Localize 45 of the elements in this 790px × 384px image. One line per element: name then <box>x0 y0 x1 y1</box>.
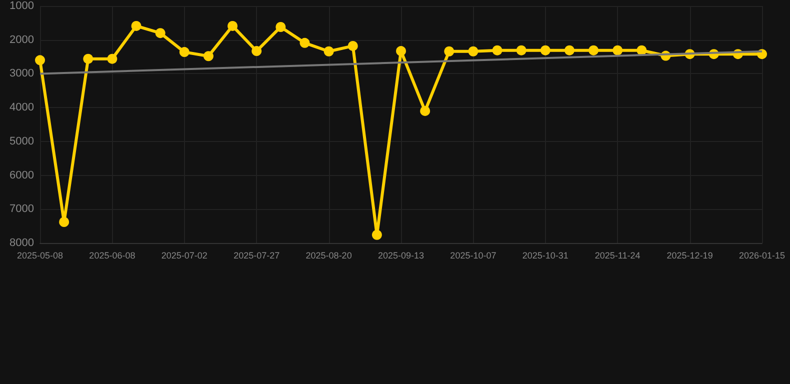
y-tick-label: 4000 <box>10 102 34 114</box>
x-tick-label: 2026-01-15 <box>738 250 786 260</box>
x-tick-label: 2025-07-27 <box>234 250 280 260</box>
x-tick-label: 2025-05-08 <box>16 250 64 260</box>
point <box>228 20 238 31</box>
point <box>372 230 382 240</box>
point <box>324 46 334 56</box>
y-tick-label: 2000 <box>10 34 34 46</box>
point <box>588 45 599 56</box>
y-tick-label: 1000 <box>10 0 34 12</box>
x-tick-label: 2025-12-19 <box>666 250 713 260</box>
point <box>444 46 454 56</box>
point <box>348 40 358 51</box>
x-tick-label: 2025-10-07 <box>450 250 496 260</box>
point <box>155 28 166 38</box>
y-tick-label: 6000 <box>10 169 34 182</box>
point <box>83 54 94 64</box>
x-tick-label: 2025-07-02 <box>161 250 208 260</box>
y-tick-label: 8000 <box>10 237 34 249</box>
point <box>203 51 214 62</box>
point <box>179 47 190 58</box>
point <box>468 46 478 56</box>
point <box>516 45 526 56</box>
point <box>636 45 647 56</box>
point <box>252 46 262 56</box>
point <box>107 54 118 64</box>
point <box>564 45 574 56</box>
point <box>612 45 623 56</box>
x-tick-label: 2025-08-20 <box>306 250 352 260</box>
x-tick-label: 2025-06-08 <box>89 250 136 260</box>
point <box>300 38 310 48</box>
y-tick-label: 7000 <box>10 203 34 216</box>
point <box>396 46 406 56</box>
point <box>59 217 70 228</box>
x-tick-label: 2025-09-13 <box>378 250 424 260</box>
x-tick-label: 2025-10-31 <box>522 250 568 260</box>
point <box>492 45 502 56</box>
y-tick-label: 5000 <box>10 135 34 148</box>
point <box>131 20 142 31</box>
point <box>540 45 550 56</box>
point <box>276 22 286 32</box>
x-tick-label: 2025-11-24 <box>594 250 640 260</box>
point <box>420 106 430 116</box>
point <box>35 55 45 66</box>
y-tick-label: 3000 <box>10 68 34 80</box>
